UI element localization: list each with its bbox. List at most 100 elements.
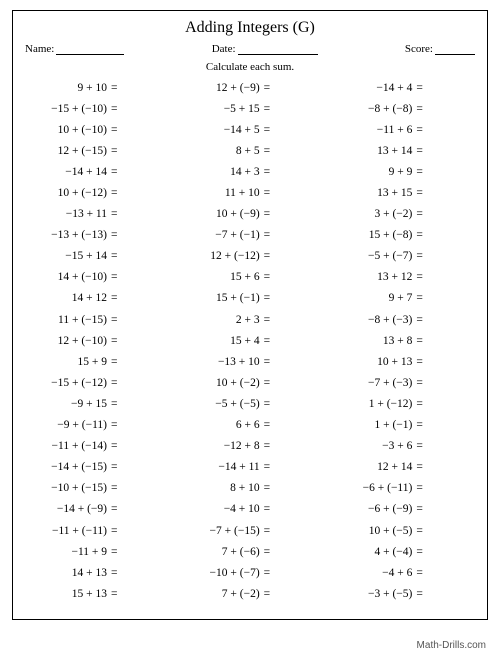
problem-row: −8 + (−8)= [330,98,475,119]
expression: −5 + (−7) [330,250,416,262]
equals-sign: = [416,229,426,241]
equals-sign: = [416,461,426,473]
equals-sign: = [264,398,274,410]
equals-sign: = [416,503,426,515]
problem-row: 13 + 12= [330,267,475,288]
equals-sign: = [264,103,274,115]
equals-sign: = [264,588,274,600]
problem-row: −10 + (−7)= [178,562,323,583]
expression: −11 + 9 [25,546,111,558]
problem-row: 15 + 13= [25,583,170,604]
expression: −13 + (−13) [25,229,111,241]
expression: 13 + 14 [330,145,416,157]
expression: 12 + 14 [330,461,416,473]
equals-sign: = [111,187,121,199]
problem-row: 9 + 10= [25,77,170,98]
problem-row: 12 + (−12)= [178,246,323,267]
expression: 6 + 6 [178,419,264,431]
expression: 7 + (−2) [178,588,264,600]
expression: −3 + (−5) [330,588,416,600]
problem-row: −5 + 15= [178,98,323,119]
equals-sign: = [264,377,274,389]
date-blank[interactable] [238,45,318,55]
problem-row: 12 + (−10)= [25,330,170,351]
column-1: 9 + 10=−15 + (−10)=10 + (−10)=12 + (−15)… [25,77,170,604]
problem-row: −3 + (−5)= [330,583,475,604]
equals-sign: = [111,377,121,389]
equals-sign: = [111,271,121,283]
expression: −7 + (−3) [330,377,416,389]
worksheet-page: Adding Integers (G) Name: Date: Score: C… [12,10,488,620]
problem-row: −7 + (−1)= [178,225,323,246]
expression: 15 + 13 [25,588,111,600]
problem-row: −3 + 6= [330,436,475,457]
equals-sign: = [111,398,121,410]
problem-row: 12 + (−9)= [178,77,323,98]
equals-sign: = [264,208,274,220]
equals-sign: = [111,124,121,136]
equals-sign: = [264,82,274,94]
expression: 1 + (−12) [330,398,416,410]
expression: 2 + 3 [178,314,264,326]
equals-sign: = [264,124,274,136]
equals-sign: = [264,187,274,199]
equals-sign: = [264,229,274,241]
equals-sign: = [416,271,426,283]
problem-row: 13 + 14= [330,140,475,161]
expression: 10 + (−2) [178,377,264,389]
problem-row: −11 + (−11)= [25,520,170,541]
date-label: Date: [212,43,236,55]
expression: 15 + 6 [178,271,264,283]
equals-sign: = [416,335,426,347]
expression: −6 + (−11) [330,482,416,494]
problem-row: −8 + (−3)= [330,309,475,330]
expression: 10 + (−5) [330,525,416,537]
equals-sign: = [111,145,121,157]
expression: 7 + (−6) [178,546,264,558]
problem-row: 11 + (−15)= [25,309,170,330]
expression: −10 + (−7) [178,567,264,579]
equals-sign: = [264,546,274,558]
expression: 14 + 3 [178,166,264,178]
expression: 14 + (−10) [25,271,111,283]
problem-row: −14 + 5= [178,119,323,140]
score-blank[interactable] [435,45,475,55]
problem-row: −14 + 11= [178,457,323,478]
equals-sign: = [416,356,426,368]
expression: 15 + (−8) [330,229,416,241]
problem-row: −14 + (−15)= [25,457,170,478]
equals-sign: = [264,166,274,178]
expression: 13 + 15 [330,187,416,199]
expression: −15 + 14 [25,250,111,262]
equals-sign: = [416,250,426,262]
column-2: 12 + (−9)=−5 + 15=−14 + 5=8 + 5=14 + 3=1… [178,77,323,604]
header-row: Name: Date: Score: [23,43,477,55]
expression: −8 + (−3) [330,314,416,326]
equals-sign: = [264,145,274,157]
expression: −11 + (−14) [25,440,111,452]
expression: 14 + 13 [25,567,111,579]
expression: −13 + 10 [178,356,264,368]
problem-row: −11 + 9= [25,541,170,562]
expression: 11 + (−15) [25,314,111,326]
expression: −12 + 8 [178,440,264,452]
expression: 10 + (−12) [25,187,111,199]
name-blank[interactable] [56,45,124,55]
problem-row: −15 + (−10)= [25,98,170,119]
expression: 10 + (−10) [25,124,111,136]
problem-row: −5 + (−5)= [178,393,323,414]
equals-sign: = [111,588,121,600]
equals-sign: = [111,525,121,537]
equals-sign: = [416,398,426,410]
equals-sign: = [416,187,426,199]
problem-row: 1 + (−12)= [330,393,475,414]
problem-row: −12 + 8= [178,436,323,457]
problem-row: 3 + (−2)= [330,204,475,225]
equals-sign: = [416,166,426,178]
equals-sign: = [111,229,121,241]
expression: 13 + 12 [330,271,416,283]
equals-sign: = [264,271,274,283]
problem-row: 8 + 5= [178,140,323,161]
expression: −11 + (−11) [25,525,111,537]
expression: −7 + (−15) [178,525,264,537]
